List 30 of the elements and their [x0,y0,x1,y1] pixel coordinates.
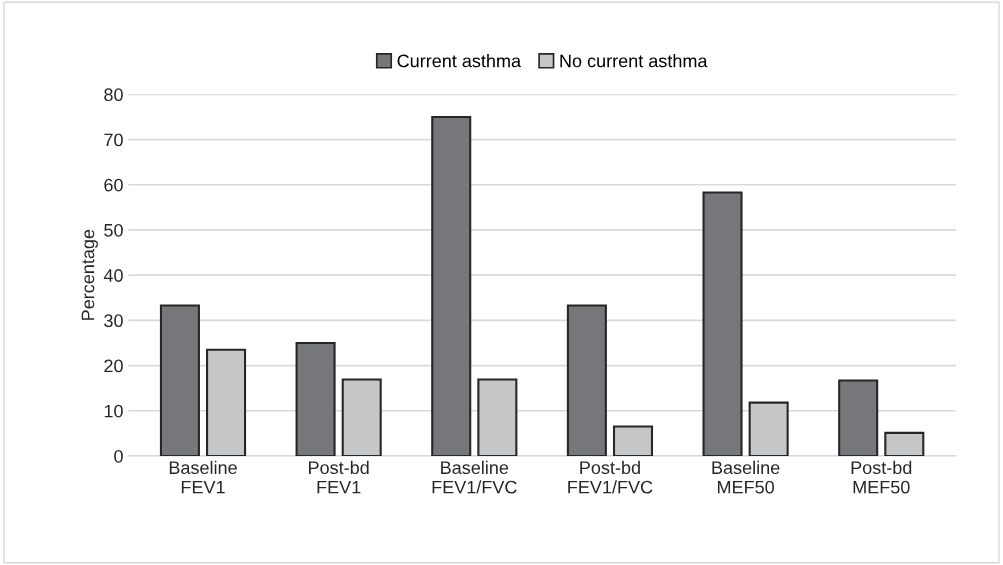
bar [477,378,518,456]
bar [884,431,925,456]
x-tick-label: Baseline FEV1 [169,460,237,494]
y-tick-label: 50 [104,223,123,237]
x-tick-label: Post-bd FEV1 [309,460,369,494]
y-tick-label: 60 [104,178,123,192]
legend-label: Current asthma [397,54,522,68]
y-tick-label: 70 [104,133,123,147]
bar [341,378,382,456]
bar [159,304,200,456]
y-tick-label: 30 [104,314,123,328]
bar [838,379,879,456]
legend-label: No current asthma [560,54,708,68]
y-tick-label: 10 [104,404,123,418]
bar [702,191,743,456]
x-tick-label: Post-bd FEV1/FVC [568,460,653,494]
x-tick-label: Post-bd MEF50 [851,460,912,494]
bar [748,401,789,456]
x-tick-label: Baseline MEF50 [712,460,780,494]
y-tick-label: 0 [114,449,123,463]
y-axis-title: Percentage [81,229,98,320]
bar [612,425,654,456]
bar [566,304,607,456]
bar [295,341,336,456]
y-tick-label: 20 [104,359,123,373]
bar [431,115,472,456]
y-tick-label: 40 [103,269,123,282]
x-tick-label: Baseline FEV1/FVC [432,460,517,494]
y-tick-label: 80 [104,88,123,102]
bar [206,348,247,456]
